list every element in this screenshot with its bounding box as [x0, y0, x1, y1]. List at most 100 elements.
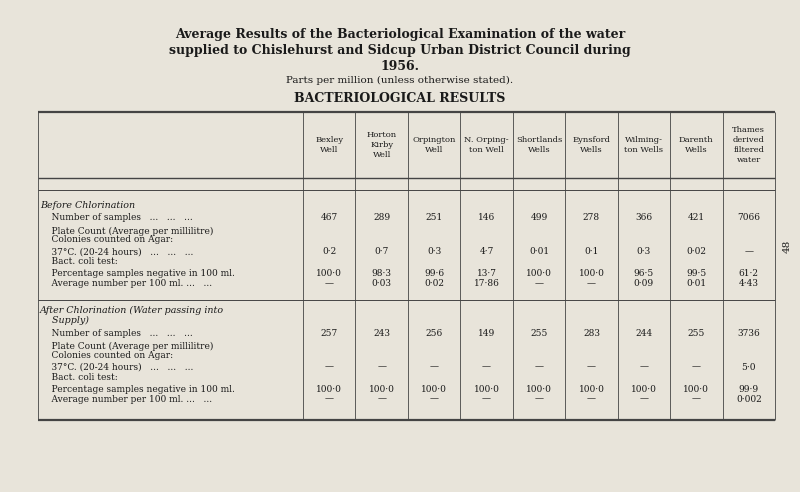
Text: —: — — [325, 395, 334, 403]
Text: 255: 255 — [688, 329, 705, 338]
Text: 100·0: 100·0 — [316, 385, 342, 394]
Text: 37°C. (20-24 hours)   ...   ...   ...: 37°C. (20-24 hours) ... ... ... — [40, 363, 194, 371]
Text: Supply): Supply) — [40, 315, 89, 325]
Text: 5·0: 5·0 — [742, 363, 756, 371]
Text: Plate Count (Average per millilitre): Plate Count (Average per millilitre) — [40, 226, 214, 236]
Text: 256: 256 — [426, 329, 442, 338]
Text: Percentage samples negative in 100 ml.: Percentage samples negative in 100 ml. — [40, 270, 235, 278]
Text: 99·5: 99·5 — [686, 270, 706, 278]
Text: 0·03: 0·03 — [372, 279, 392, 288]
Text: 37°C. (20-24 hours)   ...   ...   ...: 37°C. (20-24 hours) ... ... ... — [40, 247, 194, 256]
Text: —: — — [430, 395, 438, 403]
Text: —: — — [587, 363, 596, 371]
Text: 0·3: 0·3 — [637, 247, 651, 256]
Text: 278: 278 — [583, 214, 600, 222]
Text: 283: 283 — [583, 329, 600, 338]
Text: 3736: 3736 — [738, 329, 760, 338]
Text: Bact. coli test:: Bact. coli test: — [40, 372, 118, 381]
Text: 146: 146 — [478, 214, 495, 222]
Text: 100·0: 100·0 — [316, 270, 342, 278]
Text: Colonies counted on Agar:: Colonies counted on Agar: — [40, 236, 173, 245]
Text: Horton
Kirby
Well: Horton Kirby Well — [366, 131, 397, 159]
Text: 100·0: 100·0 — [683, 385, 710, 394]
Text: 255: 255 — [530, 329, 548, 338]
Text: —: — — [692, 363, 701, 371]
Text: —: — — [430, 363, 438, 371]
Text: supplied to Chislehurst and Sidcup Urban District Council during: supplied to Chislehurst and Sidcup Urban… — [169, 44, 631, 57]
Text: 48: 48 — [782, 240, 791, 252]
Text: 100·0: 100·0 — [369, 385, 394, 394]
Text: Darenth
Wells: Darenth Wells — [679, 136, 714, 154]
Text: 366: 366 — [635, 214, 653, 222]
Text: 0·002: 0·002 — [736, 395, 762, 403]
Text: 149: 149 — [478, 329, 495, 338]
Text: —: — — [377, 363, 386, 371]
Text: Eynsford
Wells: Eynsford Wells — [573, 136, 610, 154]
Text: —: — — [482, 395, 491, 403]
Text: Percentage samples negative in 100 ml.: Percentage samples negative in 100 ml. — [40, 385, 235, 394]
Text: Average Results of the Bacteriological Examination of the water: Average Results of the Bacteriological E… — [175, 28, 625, 41]
Text: 0·01: 0·01 — [529, 247, 549, 256]
Text: 96·5: 96·5 — [634, 270, 654, 278]
Text: 100·0: 100·0 — [526, 385, 552, 394]
Text: —: — — [692, 395, 701, 403]
Text: 0·02: 0·02 — [424, 279, 444, 288]
Text: —: — — [325, 363, 334, 371]
Text: 100·0: 100·0 — [578, 385, 604, 394]
Text: Number of samples   ...   ...   ...: Number of samples ... ... ... — [40, 329, 193, 338]
Text: —: — — [534, 279, 543, 288]
Text: 7066: 7066 — [738, 214, 760, 222]
Text: 251: 251 — [426, 214, 442, 222]
Text: Bexley
Well: Bexley Well — [315, 136, 343, 154]
Text: 17·86: 17·86 — [474, 279, 499, 288]
Text: 0·3: 0·3 — [427, 247, 442, 256]
Text: Orpington
Well: Orpington Well — [413, 136, 456, 154]
Text: 98·3: 98·3 — [372, 270, 392, 278]
Text: Thames
derived
filtered
water: Thames derived filtered water — [732, 126, 766, 164]
Text: —: — — [482, 363, 491, 371]
Text: 421: 421 — [688, 214, 705, 222]
Text: 0·01: 0·01 — [686, 279, 706, 288]
Text: 0·1: 0·1 — [584, 247, 598, 256]
Text: Bact. coli test:: Bact. coli test: — [40, 257, 118, 267]
Text: BACTERIOLOGICAL RESULTS: BACTERIOLOGICAL RESULTS — [294, 92, 506, 105]
Text: 61·2: 61·2 — [738, 270, 758, 278]
Text: 244: 244 — [635, 329, 653, 338]
Text: —: — — [587, 395, 596, 403]
Text: 499: 499 — [530, 214, 548, 222]
Text: 0·2: 0·2 — [322, 247, 336, 256]
Text: N. Orping-
ton Well: N. Orping- ton Well — [464, 136, 509, 154]
Text: 243: 243 — [373, 329, 390, 338]
Text: —: — — [534, 395, 543, 403]
Text: 100·0: 100·0 — [578, 270, 604, 278]
Text: 100·0: 100·0 — [631, 385, 657, 394]
Text: 467: 467 — [321, 214, 338, 222]
Text: 4·43: 4·43 — [738, 279, 758, 288]
Text: 4·7: 4·7 — [479, 247, 494, 256]
Text: 100·0: 100·0 — [526, 270, 552, 278]
Text: 289: 289 — [373, 214, 390, 222]
Text: —: — — [534, 363, 543, 371]
Text: —: — — [639, 395, 648, 403]
Text: 100·0: 100·0 — [474, 385, 499, 394]
Text: Colonies counted on Agar:: Colonies counted on Agar: — [40, 350, 173, 360]
Text: 0·09: 0·09 — [634, 279, 654, 288]
Text: 99·9: 99·9 — [738, 385, 759, 394]
Text: —: — — [744, 247, 754, 256]
Text: —: — — [639, 363, 648, 371]
Text: Wilming-
ton Wells: Wilming- ton Wells — [624, 136, 663, 154]
Text: —: — — [325, 279, 334, 288]
Text: —: — — [377, 395, 386, 403]
Text: Average number per 100 ml. ...   ...: Average number per 100 ml. ... ... — [40, 395, 212, 403]
Text: 0·02: 0·02 — [686, 247, 706, 256]
Text: After Chlorination (Water passing into: After Chlorination (Water passing into — [40, 306, 224, 314]
Text: Number of samples   ...   ...   ...: Number of samples ... ... ... — [40, 214, 193, 222]
Text: —: — — [587, 279, 596, 288]
Text: 257: 257 — [321, 329, 338, 338]
Text: 13·7: 13·7 — [477, 270, 497, 278]
Text: 1956.: 1956. — [381, 60, 419, 73]
Text: Parts per million (unless otherwise stated).: Parts per million (unless otherwise stat… — [286, 76, 514, 85]
Text: Shortlands
Wells: Shortlands Wells — [516, 136, 562, 154]
Text: 99·6: 99·6 — [424, 270, 444, 278]
Text: Average number per 100 ml. ...   ...: Average number per 100 ml. ... ... — [40, 279, 212, 288]
